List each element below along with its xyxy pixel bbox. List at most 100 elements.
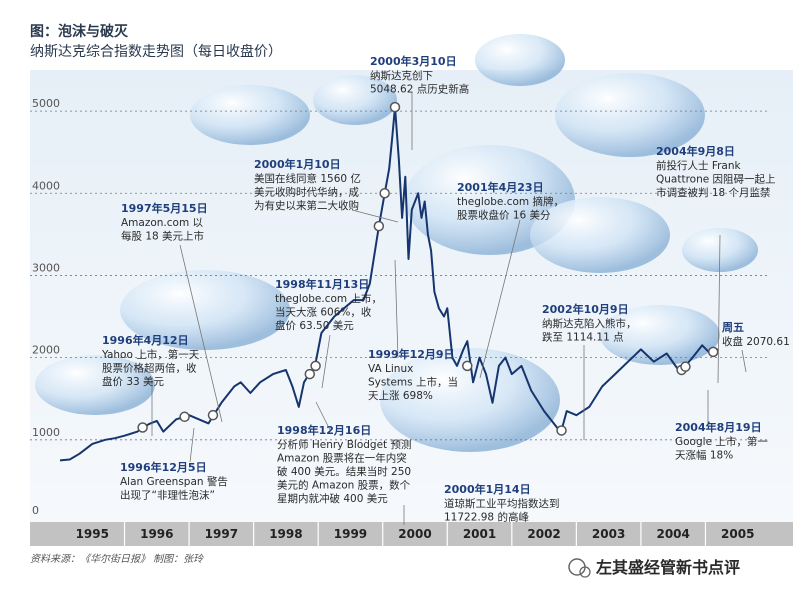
y-tick-label: 1000 [32, 426, 60, 439]
annotation-text: 前投行人士 Frank [656, 159, 742, 172]
annotation-date: 1996年4月12日 [102, 333, 189, 347]
x-tick-label: 1995 [76, 527, 109, 541]
annotation-text: 天涨幅 18% [675, 449, 733, 462]
event-marker [310, 360, 321, 372]
event-marker [707, 346, 719, 358]
annotation-date: 2004年8月19日 [675, 420, 762, 434]
annotation-text: 出现了“非理性泡沫” [120, 489, 215, 502]
annotation-text: theglobe.com 摘牌， [457, 195, 564, 208]
annotation-text: Alan Greenspan 警告 [120, 475, 228, 488]
annotation-date: 1998年11月13日 [275, 277, 369, 291]
annotation-date: 2004年9月8日 [656, 144, 735, 158]
annotation-text: 美元收购时代华纳，成 [254, 186, 359, 199]
annotation-leader [479, 219, 521, 379]
annotation-text: Yahoo 上市，第一天 [101, 348, 200, 361]
x-tick-label: 1997 [205, 527, 238, 541]
annotation-text: 5048.62 点历史新高 [370, 83, 469, 96]
event-marker [389, 101, 401, 113]
y-tick-label: 3000 [32, 261, 60, 274]
annotation-text: 股票价格超两倍，收 [102, 362, 197, 375]
annotation-date: 2000年1月14日 [444, 482, 531, 496]
annotation-text: theglobe.com 上市， [275, 292, 382, 305]
x-tick-label: 2002 [527, 527, 560, 541]
annotation-text: 当天大涨 606%，收 [275, 306, 372, 319]
x-tick-label: 2003 [592, 527, 625, 541]
x-tick-label: 2005 [721, 527, 754, 541]
annotation-date: 1996年12月5日 [120, 460, 207, 474]
y-tick-label: 4000 [32, 179, 60, 192]
event-marker [556, 425, 567, 436]
annotation-text: 星期内就冲破 400 美元 [277, 492, 388, 505]
source-note: 资料来源：《华尔街日报》 制图：张玲 [30, 553, 204, 565]
bubble-decoration [190, 85, 310, 145]
x-tick-label: 2004 [656, 527, 689, 541]
bubble-decoration [313, 75, 397, 125]
annotation-text: 每股 18 美元上市 [121, 230, 204, 243]
annotation-leader [717, 234, 721, 384]
annotation-text: Google 上市，第一 [675, 435, 768, 448]
annotation-text: 纳斯达克创下 [370, 69, 433, 82]
annotation-text: Amazon 股票将在一年内突 [277, 452, 407, 465]
bubble-decoration [35, 355, 155, 415]
watermark-text: 左其盛经管新书点评 [595, 558, 740, 577]
decorative-bubbles [35, 34, 758, 452]
annotation-date: 1998年12月16日 [277, 423, 371, 437]
x-tick-label: 1996 [140, 527, 173, 541]
annotation-date: 2001年4月23日 [457, 180, 544, 194]
bubble-decoration [530, 197, 670, 273]
annotation-text: 盘价 63.50 美元 [275, 319, 354, 332]
event-marker [379, 188, 390, 199]
annotation-date: 1999年12月9日 [368, 347, 455, 361]
annotation-text: 天上涨 698% [368, 390, 433, 402]
annotation-text: 道琼斯工业平均指数达到 [444, 497, 560, 510]
y-tick-label: 0 [32, 504, 39, 517]
bubble-decoration [120, 270, 290, 350]
annotation-text: 破 400 美元。结果当时 250 [277, 465, 411, 478]
x-tick-label: 1999 [334, 527, 367, 541]
event-marker [304, 368, 316, 380]
event-marker [680, 361, 691, 372]
nasdaq-series-line [59, 106, 719, 462]
annotation-date: 2000年1月10日 [254, 157, 341, 171]
annotation-leader [741, 349, 747, 373]
annotation-leader [351, 209, 399, 223]
annotation-date: 周五 [722, 321, 744, 334]
bubble-decoration [600, 305, 720, 365]
event-marker [179, 411, 190, 423]
annotation-text: 盘价 33 美元 [102, 375, 165, 388]
annotation-text: 跌至 1114.11 点 [542, 331, 624, 344]
annotation-date: 2002年10月9日 [542, 302, 629, 316]
chart-title: 图：泡沫与破灭 [30, 23, 129, 40]
annotation: 1997年5月15日 Amazon.com 以每股 18 美元上市 [121, 201, 208, 243]
annotation-text: 11722.98 的高峰 [444, 511, 529, 524]
event-marker [137, 422, 148, 433]
annotation-date: 1997年5月15日 [121, 201, 208, 215]
annotation-text: 股票收盘价 16 美分 [457, 209, 551, 222]
event-marker [207, 409, 219, 421]
annotation-text: 市调查被判 18 个月监禁 [656, 186, 771, 199]
bubble-decoration [475, 34, 565, 86]
annotation-text: 纳斯达克陷入熊市， [542, 317, 637, 330]
annotation-date: 2000年3月10日 [370, 54, 457, 68]
x-tick-label: 2000 [398, 527, 431, 541]
y-tick-label: 2000 [32, 344, 60, 357]
event-marker [462, 360, 473, 372]
year-band [30, 522, 793, 546]
annotation-text: 分析师 Henry Blodget 预测 [277, 438, 412, 451]
annotation-text: 为有史以来第二大收购 [254, 199, 359, 212]
bubble-decoration [380, 348, 560, 452]
